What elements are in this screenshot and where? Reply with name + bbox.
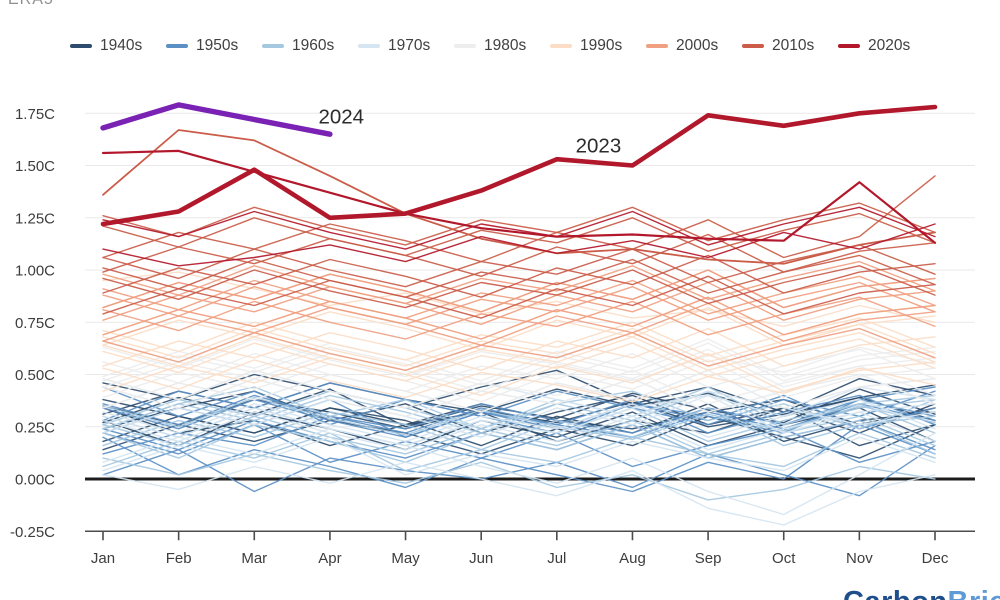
legend-swatch-1960s-icon xyxy=(262,44,284,48)
dataset-label: ERA5 xyxy=(8,0,54,9)
y-tick-label: 0.75C xyxy=(15,315,55,332)
series-2000 xyxy=(102,327,936,371)
legend-swatch-1970s-icon xyxy=(358,44,380,48)
y-tick-label: 1.50C xyxy=(15,158,55,175)
series-2003 xyxy=(102,281,936,325)
legend-item-1970s: 1970s xyxy=(358,37,430,55)
series-2022 xyxy=(102,206,936,250)
month-label: Dec xyxy=(922,550,949,567)
series-1976 xyxy=(102,461,936,526)
legend-item-1990s: 1990s xyxy=(550,37,622,55)
series-1994 xyxy=(102,338,936,382)
series-1963 xyxy=(102,386,936,430)
legend-swatch-1950s-icon xyxy=(166,44,188,48)
legend-label: 1990s xyxy=(580,37,623,54)
series-2012 xyxy=(102,265,936,309)
brand-word-carbon: Carbon xyxy=(843,586,948,600)
series-1992 xyxy=(102,359,936,403)
y-tick-label: 0.25C xyxy=(15,419,55,436)
series-1982 xyxy=(102,365,936,409)
series-2001 xyxy=(102,296,936,340)
legend-label: 1960s xyxy=(292,37,335,54)
series-1967 xyxy=(102,407,936,451)
series-1971 xyxy=(102,428,936,516)
month-label: Jun xyxy=(469,550,493,567)
month-label: Oct xyxy=(772,550,796,567)
brand-word-brief: Brief xyxy=(948,586,1000,600)
month-label: Jan xyxy=(91,550,115,567)
series-1974 xyxy=(102,436,936,476)
legend-label: 1970s xyxy=(388,37,431,54)
series-1989 xyxy=(102,348,936,392)
legend-item-1960s: 1960s xyxy=(262,37,334,55)
series-2009 xyxy=(102,269,936,313)
series-1958 xyxy=(102,386,936,434)
legend-item-2020s: 2020s xyxy=(838,37,910,55)
series-2023 xyxy=(100,104,938,227)
series-1956 xyxy=(102,444,936,497)
month-label: Nov xyxy=(846,550,873,567)
legend-label: 2010s xyxy=(772,37,815,54)
series-2016 xyxy=(102,129,936,265)
month-label: Aug xyxy=(619,550,646,567)
series-2024 xyxy=(100,102,333,137)
annotation-2024: 2024 xyxy=(318,105,364,128)
legend-swatch-2000s-icon xyxy=(646,44,668,48)
legend-label: 1980s xyxy=(484,37,527,54)
series-2020 xyxy=(101,149,937,244)
series-2015 xyxy=(102,175,936,263)
legend-label: 2000s xyxy=(676,37,719,54)
legend-swatch-1990s-icon xyxy=(550,44,572,48)
month-label: May xyxy=(391,550,420,567)
legend-item-2000s: 2000s xyxy=(646,37,718,55)
month-label: Sep xyxy=(695,550,722,567)
legend-item-2010s: 2010s xyxy=(742,37,814,55)
series-1986 xyxy=(102,359,936,403)
legend-label: 2020s xyxy=(868,37,911,54)
month-label: Mar xyxy=(241,550,267,567)
y-tick-label: 0.50C xyxy=(15,367,55,384)
decade-legend: 1940s 1950s 1960s 1970s 1980s 1990s 2000s 2010s… xyxy=(0,0,1000,60)
series-2011 xyxy=(102,275,936,319)
series-1993 xyxy=(102,352,936,397)
series-2017 xyxy=(102,212,936,257)
annotation-2023: 2023 xyxy=(576,135,622,158)
series-1975 xyxy=(102,411,936,451)
legend-label: 1950s xyxy=(196,37,239,54)
y-tick-label: 0.00C xyxy=(15,472,55,489)
month-label: Jul xyxy=(547,550,566,567)
y-tick-label: 1.00C xyxy=(15,263,55,280)
legend-item-1980s: 1980s xyxy=(454,37,526,55)
series-2018 xyxy=(102,233,936,277)
legend-swatch-1980s-icon xyxy=(454,44,476,48)
series-2007 xyxy=(102,260,936,305)
series-1965 xyxy=(102,432,936,472)
y-tick-label: -0.25C xyxy=(10,524,55,541)
month-label: Apr xyxy=(318,550,341,567)
series-2021 xyxy=(102,223,936,267)
legend-item-1940s: 1940s xyxy=(70,37,142,55)
series-2002 xyxy=(102,281,936,325)
legend-item-1950s: 1950s xyxy=(166,37,238,55)
series-2013 xyxy=(102,254,936,298)
series-2008 xyxy=(102,302,936,346)
series-2019 xyxy=(102,202,936,246)
series-1950 xyxy=(102,424,936,493)
legend-label: 1940s xyxy=(100,37,143,54)
series-1983 xyxy=(102,338,936,382)
series-1996 xyxy=(102,332,936,376)
series-1978 xyxy=(102,394,936,438)
legend-swatch-2020s-icon xyxy=(838,44,860,48)
y-tick-label: 1.75C xyxy=(15,106,55,123)
month-label: Feb xyxy=(166,550,192,567)
series-1968 xyxy=(102,419,936,463)
series-1987 xyxy=(102,342,936,386)
carbonbrief-logo: CarbonBrief xyxy=(843,586,1000,600)
series-2014 xyxy=(102,244,936,288)
legend-swatch-2010s-icon xyxy=(742,44,764,48)
legend-swatch-1940s-icon xyxy=(70,44,92,48)
y-tick-label: 1.25C xyxy=(15,210,55,227)
